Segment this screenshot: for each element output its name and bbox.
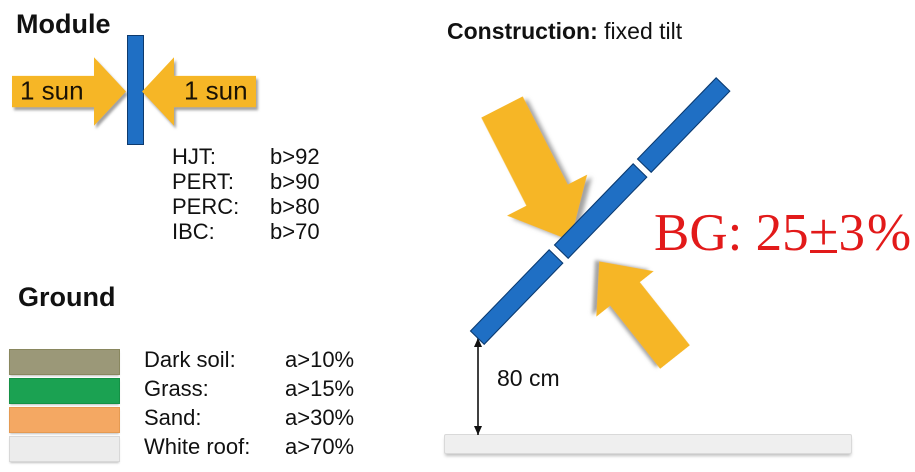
svg-text:1 sun: 1 sun [20, 75, 84, 105]
svg-text:1 sun: 1 sun [184, 75, 248, 105]
